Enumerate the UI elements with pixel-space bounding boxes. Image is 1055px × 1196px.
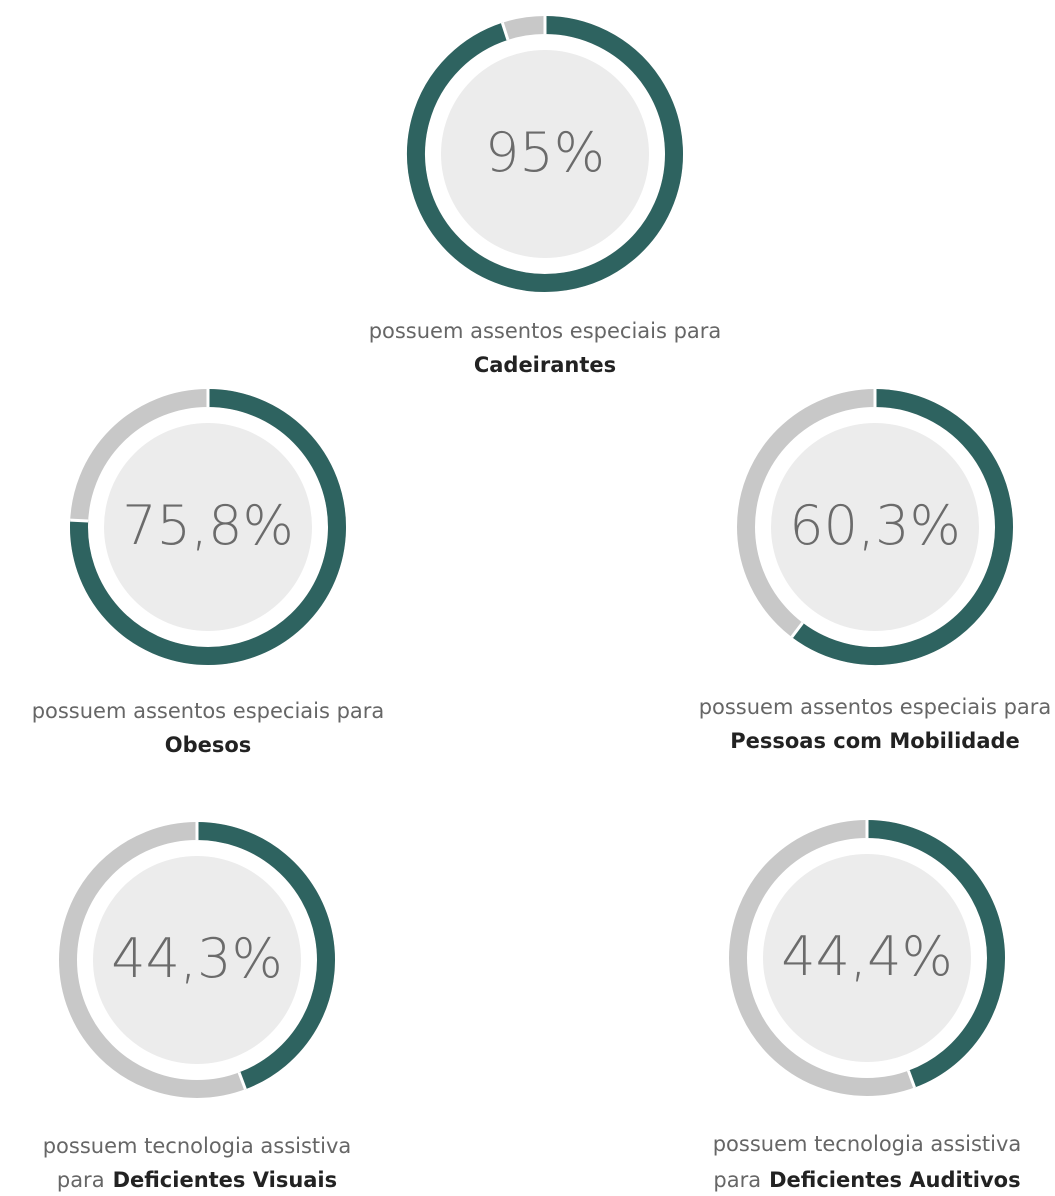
donut-chart: 95% possuem assentos especiais para Cadeir…: [369, 16, 722, 377]
value-arc: [791, 389, 1013, 665]
highlight: Deficientes Visuais: [113, 1168, 338, 1192]
segment-gap: [500, 22, 510, 41]
donut-chart: 44,3% possuem tecnologia assistiva para Def…: [43, 822, 352, 1192]
caption-line: Pessoas com Mobilidade: [730, 729, 1020, 753]
highlight: Obesos: [165, 733, 252, 757]
value-arc: [866, 820, 1006, 1088]
highlight: Deficientes Auditivos: [769, 1168, 1020, 1192]
highlight: Pessoas com Mobilidade: [730, 729, 1020, 753]
caption: possuem tecnologia assistiva: [713, 1132, 1022, 1156]
caption-line: para Deficientes Visuais: [57, 1168, 337, 1192]
value-label: 44,3%: [111, 927, 283, 990]
value-label: 75,8%: [122, 494, 294, 557]
caption: possuem assentos especiais para: [699, 695, 1052, 719]
inner-disc: [763, 854, 971, 1062]
inner-disc: [104, 423, 312, 631]
segment-gap: [237, 1071, 247, 1090]
donut-chart: 60,3% possuem assentos especiais para Pess…: [699, 389, 1052, 753]
segment-gap: [906, 1070, 916, 1089]
caption-lead: para: [713, 1168, 761, 1192]
caption-lead: para: [57, 1168, 105, 1192]
caption-line: Cadeirantes: [474, 353, 616, 377]
value-arc: [70, 389, 346, 665]
donut-chart: 44,4% possuem tecnologia assistiva para Def…: [713, 820, 1022, 1192]
caption: possuem tecnologia assistiva: [43, 1134, 352, 1158]
caption-line: Obesos: [165, 733, 252, 757]
highlight: Cadeirantes: [474, 353, 616, 377]
inner-disc: [771, 423, 979, 631]
caption-line: para Deficientes Auditivos: [713, 1168, 1020, 1192]
value-label: 44,4%: [781, 925, 953, 988]
value-arc: [407, 16, 683, 292]
inner-disc: [441, 50, 649, 258]
caption: possuem assentos especiais para: [32, 699, 385, 723]
inner-disc: [93, 856, 301, 1064]
value-label: 95%: [485, 121, 605, 184]
segment-gap: [790, 621, 804, 639]
value-arc: [196, 822, 335, 1090]
donut-chart: 75,8% possuem assentos especiais para Obes…: [32, 389, 385, 757]
caption: possuem assentos especiais para: [369, 319, 722, 343]
value-label: 60,3%: [789, 494, 961, 557]
segment-gap: [70, 518, 89, 523]
